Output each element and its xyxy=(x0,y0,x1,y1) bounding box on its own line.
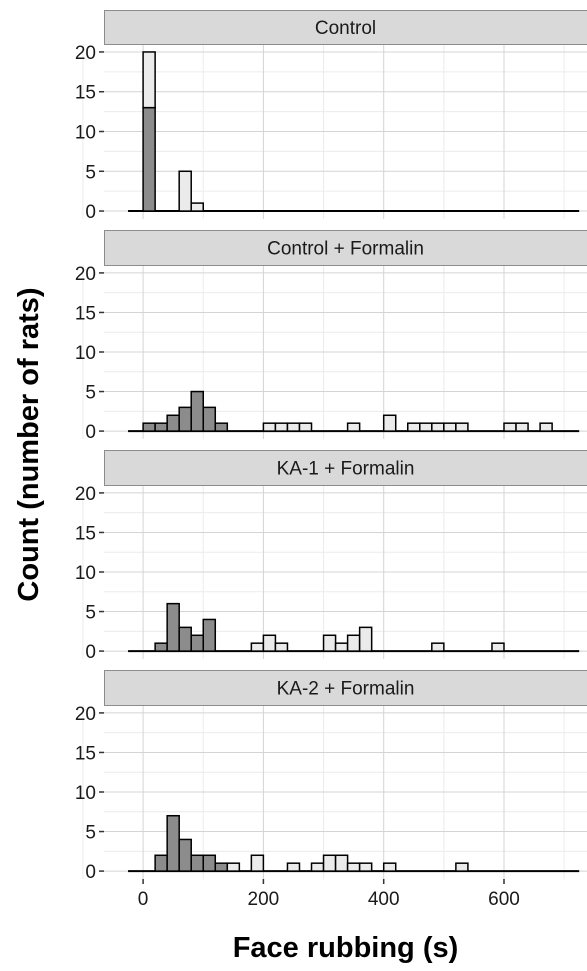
histogram-bar-dark xyxy=(166,814,180,872)
x-axis: 0 200 400 600 xyxy=(138,879,520,910)
y-tick-label: 15 xyxy=(75,523,96,544)
histogram-bar-light xyxy=(298,422,313,432)
histogram-bar-light xyxy=(250,642,265,652)
y-tick-label: 0 xyxy=(85,202,96,223)
y-tick-label: 20 xyxy=(75,704,96,725)
histogram-bar-light xyxy=(310,862,325,872)
facet-panel: KA-1 + Formalin 0 5 10 15 20 xyxy=(75,450,587,663)
y-axis-title: Count (number of rats) xyxy=(13,287,45,601)
facet-strip-label: KA-1 + Formalin xyxy=(277,459,415,480)
histogram-bar-light xyxy=(455,862,469,872)
x-tick-label: 600 xyxy=(488,889,520,910)
facet-strip-label: KA-2 + Formalin xyxy=(277,679,415,700)
histogram-bar-light xyxy=(358,862,373,872)
histogram-bar-dark xyxy=(166,414,180,432)
histogram-bar-light xyxy=(250,854,265,872)
histogram-bar-light xyxy=(491,642,505,652)
histogram-bar-dark xyxy=(214,422,229,432)
x-tick-label: 400 xyxy=(368,889,400,910)
histogram-bar-light xyxy=(322,634,337,652)
y-tick-label: 20 xyxy=(75,264,96,285)
y-tick-label: 5 xyxy=(85,823,96,844)
histogram-bar-light xyxy=(346,634,361,652)
histogram-bar-dark xyxy=(178,626,192,652)
histogram-bar-light xyxy=(286,422,301,432)
histogram-bar-light xyxy=(334,854,349,872)
histogram-bar-dark xyxy=(142,106,156,212)
y-tick-label: 0 xyxy=(85,422,96,443)
histogram-bar-light xyxy=(503,422,517,432)
histogram-bar-light xyxy=(142,51,156,109)
histogram-bar-light xyxy=(358,626,373,652)
histogram-bar-dark xyxy=(202,854,217,872)
facet-panel: KA-2 + Formalin 0 5 10 15 20 xyxy=(75,670,587,883)
y-tick-label: 10 xyxy=(75,563,96,584)
y-tick-label: 0 xyxy=(85,862,96,883)
y-tick-label: 15 xyxy=(75,743,96,764)
facet-strip xyxy=(104,230,587,266)
histogram-bar-dark xyxy=(190,634,204,652)
y-tick-label: 10 xyxy=(75,123,96,144)
facet-strip xyxy=(104,450,587,486)
histogram-bar-light xyxy=(515,422,529,432)
histogram-bar-dark xyxy=(202,618,217,652)
y-tick-label: 20 xyxy=(75,43,96,64)
facet-strip xyxy=(104,10,587,45)
histogram-bar-light xyxy=(274,642,289,652)
facet-panel: Control + Formalin 0 5 10 15 20 xyxy=(75,230,587,443)
histogram-bar-light xyxy=(178,170,192,212)
histogram-bar-light xyxy=(262,422,277,432)
histogram-bar-light xyxy=(346,422,361,432)
y-tick-label: 5 xyxy=(85,383,96,404)
histogram-bar-light xyxy=(286,862,301,872)
y-tick-label: 15 xyxy=(75,303,96,324)
histogram-bar-light xyxy=(190,202,204,212)
histogram-bar-light xyxy=(346,862,361,872)
histogram-bar-light xyxy=(419,422,433,432)
histogram-bar-dark xyxy=(214,862,229,872)
histogram-bar-light xyxy=(431,422,445,432)
y-tick-label: 20 xyxy=(75,484,96,505)
histogram-bar-light xyxy=(262,634,277,652)
facet-panel: Control 0 5 10 15 20 xyxy=(75,10,587,223)
histogram-bar-light xyxy=(274,422,289,432)
histogram-bar-light xyxy=(539,422,553,432)
y-tick-label: 5 xyxy=(85,603,96,624)
histogram-bar-light xyxy=(382,414,397,432)
histogram-bar-light xyxy=(334,642,349,652)
histogram-bar-light xyxy=(322,854,337,872)
x-tick-label: 0 xyxy=(138,889,149,910)
histogram-bar-light xyxy=(382,862,397,872)
histogram-bar-dark xyxy=(202,406,217,432)
facet-strip-label: Control + Formalin xyxy=(267,239,424,260)
y-tick-label: 10 xyxy=(75,343,96,364)
y-tick-label: 10 xyxy=(75,783,96,804)
histogram-bar-dark xyxy=(190,390,204,432)
histogram-bar-light xyxy=(407,422,421,432)
x-tick-label: 200 xyxy=(248,889,280,910)
histogram-bar-dark xyxy=(166,602,180,652)
histogram-bar-light xyxy=(431,642,445,652)
histogram-bar-dark xyxy=(178,838,192,872)
y-tick-label: 0 xyxy=(85,642,96,663)
facet-panels: Control 0 5 10 15 20 Control + Formalin 0 5 10 15 2… xyxy=(75,10,587,883)
y-tick-label: 15 xyxy=(75,83,96,104)
histogram-bar-dark xyxy=(190,854,204,872)
histogram-bar-dark xyxy=(154,422,168,432)
x-axis-title: Face rubbing (s) xyxy=(233,932,459,964)
facet-strip-label: Control xyxy=(315,18,376,39)
histogram-bar-light xyxy=(226,862,241,872)
histogram-bar-dark xyxy=(142,422,156,432)
histogram-bar-light xyxy=(443,422,457,432)
histogram-bar-dark xyxy=(154,642,168,652)
histogram-bar-dark xyxy=(154,854,168,872)
y-tick-label: 5 xyxy=(85,162,96,183)
histogram-bar-light xyxy=(455,422,469,432)
histogram-bar-dark xyxy=(178,406,192,432)
facet-strip xyxy=(104,670,587,706)
